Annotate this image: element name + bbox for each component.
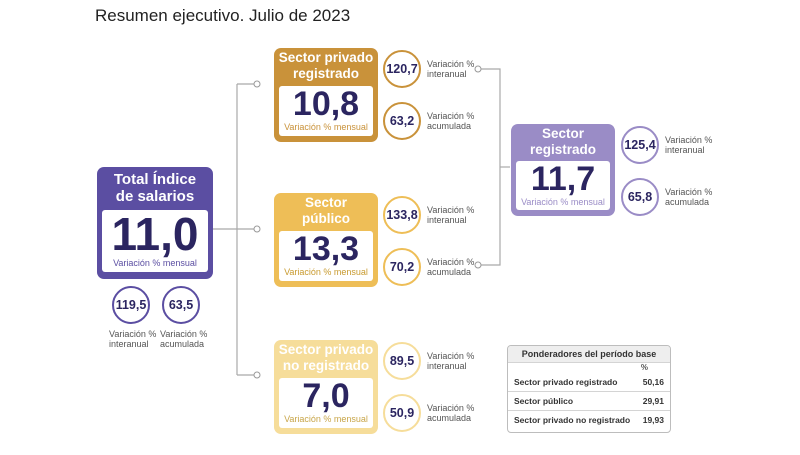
public-sector-acumulada-label: Variación % acumulada	[427, 257, 475, 277]
weights-row-value: 50,16	[642, 377, 664, 387]
weights-table-title: Ponderadores del período base	[508, 346, 670, 363]
registered-sector-interanual-label: Variación % interanual	[665, 135, 713, 155]
page-title: Resumen ejecutivo. Julio de 2023	[95, 6, 351, 25]
private-unregistered-acumulada-label: Variación % acumulada	[427, 403, 475, 423]
public-sector-interanual-circle: 133,8	[383, 196, 421, 234]
total-index-value-panel: 11,0 Variación % mensual	[102, 210, 208, 272]
private-registered-acumulada-circle: 63,2	[383, 102, 421, 140]
public-sector-value: 13,3	[292, 230, 360, 268]
public-sector-acumulada-circle: 70,2	[383, 248, 421, 286]
private-unregistered-value: 7,0	[302, 377, 350, 415]
public-sector-value-panel: 13,3 Variación % mensual	[279, 231, 373, 281]
private-registered-sublabel: Variación % mensual	[284, 122, 368, 132]
registered-sector-interanual-circle: 125,4	[621, 126, 659, 164]
total-acumulada-circle: 63,5	[162, 286, 200, 324]
private-registered-interanual-circle: 120,7	[383, 50, 421, 88]
weights-row-label: Sector privado registrado	[514, 377, 618, 387]
total-acumulada-label: Variación % acumulada	[160, 329, 208, 349]
weights-row-label: Sector privado no registrado	[508, 410, 637, 429]
registered-sector-label: Sector registrado	[529, 126, 597, 157]
private-unregistered-interanual-label: Variación % interanual	[427, 351, 475, 371]
table-row: Sector público 29,91	[508, 391, 670, 411]
public-sector-interanual-label: Variación % interanual	[427, 205, 475, 225]
weights-row-value: 29,91	[636, 391, 670, 411]
registered-sector-value-panel: 11,7 Variación % mensual	[516, 161, 610, 210]
total-interanual-circle: 119,5	[112, 286, 150, 324]
private-unregistered-acumulada-circle: 50,9	[383, 394, 421, 432]
private-unregistered-interanual-circle: 89,5	[383, 342, 421, 380]
public-sector-box: Sector público 13,3 Variación % mensual	[274, 193, 378, 287]
weights-table-unit: %	[640, 363, 648, 372]
registered-sector-sublabel: Variación % mensual	[521, 197, 605, 207]
total-index-sublabel: Variación % mensual	[113, 258, 197, 268]
weights-table: Ponderadores del período base % Sector p…	[507, 345, 671, 433]
weights-row-label: Sector público	[508, 391, 637, 411]
public-sector-sublabel: Variación % mensual	[284, 267, 368, 277]
private-registered-value-panel: 10,8 Variación % mensual	[279, 86, 373, 136]
private-unregistered-label: Sector privado no registrado	[278, 342, 374, 373]
table-row: Sector privado registrado 50,16	[508, 373, 670, 392]
private-unregistered-value-panel: 7,0 Variación % mensual	[279, 378, 373, 428]
registered-sector-acumulada-label: Variación % acumulada	[665, 187, 713, 207]
private-unregistered-sublabel: Variación % mensual	[284, 414, 368, 424]
weights-row-value: 19,93	[636, 410, 670, 429]
private-registered-label: Sector privado registrado	[278, 50, 374, 81]
registered-sector-acumulada-circle: 65,8	[621, 178, 659, 216]
weights-rows: Sector privado registrado 50,16 Sector p…	[508, 373, 670, 429]
total-index-label: Total Índice de salarios	[113, 171, 197, 205]
public-sector-label: Sector público	[302, 195, 350, 226]
private-registered-interanual-label: Variación % interanual	[427, 59, 475, 79]
registered-sector-box: Sector registrado 11,7 Variación % mensu…	[511, 124, 615, 216]
registered-sector-value: 11,7	[530, 160, 596, 198]
private-registered-value: 10,8	[292, 85, 360, 123]
total-index-value: 11,0	[111, 208, 199, 260]
total-interanual-label: Variación % interanual	[109, 329, 157, 349]
table-row: Sector privado no registrado 19,93	[508, 410, 670, 429]
private-unregistered-box: Sector privado no registrado 7,0 Variaci…	[274, 340, 378, 434]
total-index-box: Total Índice de salarios 11,0 Variación …	[97, 167, 213, 279]
private-registered-acumulada-label: Variación % acumulada	[427, 111, 475, 131]
private-registered-box: Sector privado registrado 10,8 Variación…	[274, 48, 378, 142]
